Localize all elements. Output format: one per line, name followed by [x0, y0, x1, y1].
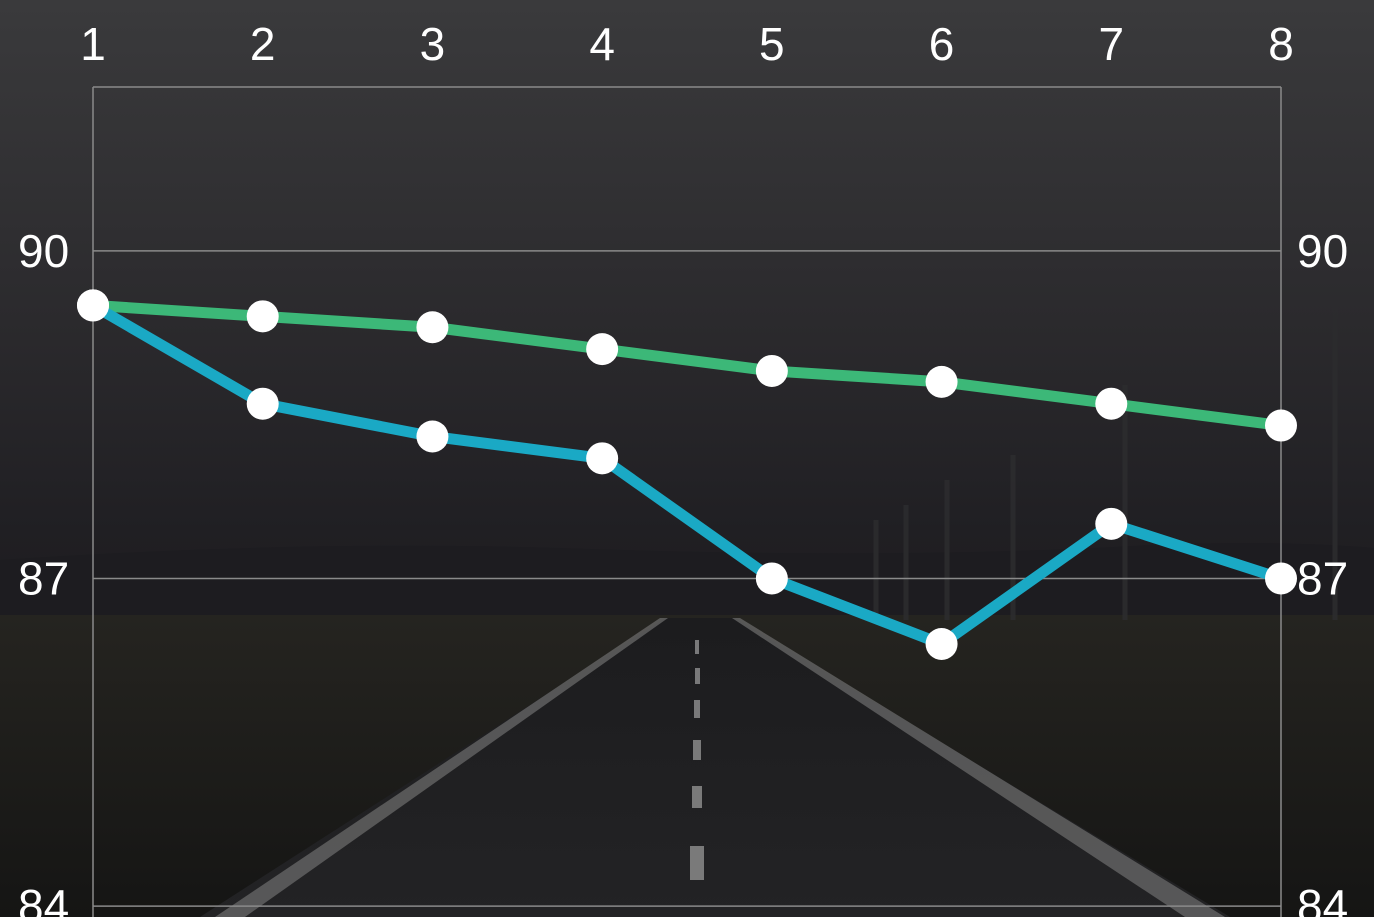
series-line-2: [87, 299, 1287, 650]
data-point-s1-2: [246, 300, 279, 333]
data-point-s2-3: [416, 420, 449, 453]
data-point-s1-6: [925, 365, 958, 398]
data-point-s2-4: [586, 442, 619, 475]
chart-markers: [77, 289, 1297, 660]
y-tick-label-left: 87: [18, 552, 69, 604]
data-point-s1-3: [416, 311, 449, 344]
x-tick-label: 3: [420, 18, 446, 70]
y-tick-label-left: 84: [18, 880, 69, 917]
data-point-s2-6: [925, 627, 958, 660]
series-line-1: [87, 299, 1287, 432]
data-point-s2-2: [246, 387, 279, 420]
data-point-s1-4: [586, 333, 619, 366]
chart-series-lines: [87, 299, 1287, 650]
data-point-s1-8: [1265, 409, 1297, 442]
y-tick-label-left: 90: [18, 225, 69, 277]
data-point-s2-7: [1095, 507, 1128, 540]
data-point-s2-1: [77, 289, 109, 322]
y-tick-label-right: 87: [1297, 552, 1348, 604]
x-axis-tick-labels: 1 2 3 4 5 6 7 8: [80, 18, 1294, 70]
y-tick-label-right: 84: [1297, 880, 1348, 917]
y-axis-right-tick-labels: 84 87 90: [1297, 225, 1348, 917]
y-axis-left-tick-labels: 84 87 90: [18, 225, 69, 917]
data-point-s2-8: [1265, 562, 1297, 595]
x-tick-label: 2: [250, 18, 276, 70]
x-tick-label: 4: [589, 18, 615, 70]
y-tick-label-right: 90: [1297, 225, 1348, 277]
data-point-s2-5: [755, 562, 788, 595]
x-tick-label: 8: [1268, 18, 1294, 70]
x-tick-label: 5: [759, 18, 785, 70]
x-tick-label: 7: [1098, 18, 1124, 70]
x-tick-label: 6: [929, 18, 955, 70]
x-tick-label: 1: [80, 18, 106, 70]
chart-grid: [92, 86, 1282, 917]
data-point-s1-5: [755, 354, 788, 387]
data-point-s1-7: [1095, 387, 1128, 420]
